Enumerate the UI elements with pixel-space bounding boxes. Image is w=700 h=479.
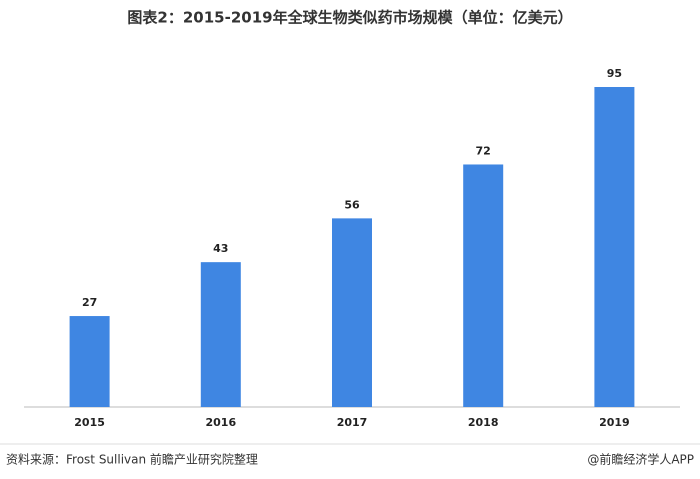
bar <box>200 262 241 407</box>
bar <box>594 87 635 407</box>
value-label: 27 <box>82 296 97 309</box>
x-tick-label: 2018 <box>468 416 499 429</box>
x-tick-label: 2015 <box>74 416 105 429</box>
value-label: 43 <box>213 242 228 255</box>
bar <box>463 164 504 407</box>
value-label: 56 <box>344 198 360 211</box>
source: 资料来源：Frost Sullivan 前瞻产业研究院整理 <box>6 452 258 467</box>
bar <box>332 218 372 407</box>
value-label: 72 <box>476 144 491 157</box>
x-tick-label: 2016 <box>205 416 236 429</box>
x-tick-label: 2017 <box>337 416 368 429</box>
chart-title: 图表2：2015-2019年全球生物类似药市场规模（单位：亿美元） <box>127 9 572 27</box>
x-tick-label: 2019 <box>599 416 630 429</box>
credit: @前瞻经济学人APP <box>587 452 694 467</box>
value-label: 95 <box>607 67 622 80</box>
bar <box>69 316 110 407</box>
